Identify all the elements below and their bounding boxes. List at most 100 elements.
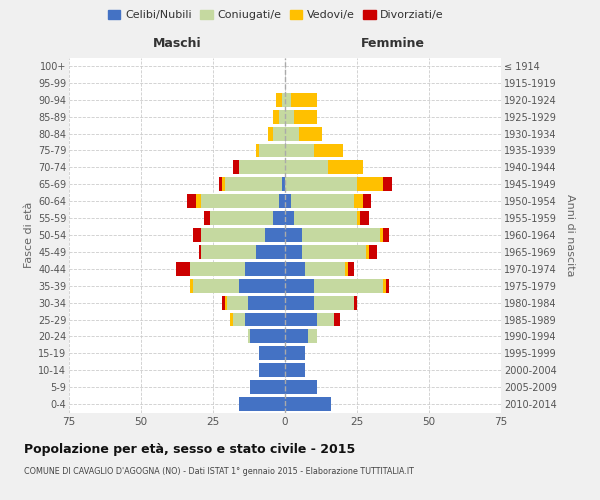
Bar xyxy=(224,178,282,191)
Bar xyxy=(196,194,202,208)
Bar xyxy=(285,330,308,344)
Text: COMUNE DI CAVAGLIO D'AGOGNA (NO) - Dati ISTAT 1° gennaio 2015 - Elaborazione TUT: COMUNE DI CAVAGLIO D'AGOGNA (NO) - Dati … xyxy=(24,468,414,476)
Bar xyxy=(274,211,285,225)
Bar xyxy=(199,245,202,259)
Bar xyxy=(368,245,377,259)
Bar xyxy=(365,245,368,259)
Bar xyxy=(285,312,317,326)
Bar xyxy=(285,110,293,124)
Bar xyxy=(176,262,190,276)
Bar xyxy=(268,126,274,140)
Bar xyxy=(291,194,354,208)
Bar xyxy=(302,228,380,242)
Bar xyxy=(205,211,210,225)
Bar xyxy=(193,228,202,242)
Bar xyxy=(259,346,285,360)
Bar xyxy=(285,279,314,292)
Bar xyxy=(285,296,314,310)
Bar xyxy=(187,194,196,208)
Bar xyxy=(383,279,386,292)
Bar xyxy=(250,330,285,344)
Bar xyxy=(285,397,331,411)
Bar xyxy=(363,194,371,208)
Bar xyxy=(285,178,357,191)
Bar xyxy=(245,262,285,276)
Bar xyxy=(256,144,259,158)
Bar xyxy=(314,296,354,310)
Bar xyxy=(256,245,285,259)
Bar xyxy=(291,93,317,106)
Bar xyxy=(239,397,285,411)
Bar xyxy=(285,228,302,242)
Bar xyxy=(305,262,346,276)
Bar xyxy=(314,144,343,158)
Bar xyxy=(285,346,305,360)
Bar xyxy=(274,110,279,124)
Bar xyxy=(219,178,221,191)
Bar xyxy=(349,262,354,276)
Bar xyxy=(248,296,285,310)
Bar xyxy=(346,262,349,276)
Y-axis label: Fasce di età: Fasce di età xyxy=(23,202,34,268)
Bar xyxy=(293,211,357,225)
Legend: Celibi/Nubili, Coniugati/e, Vedovi/e, Divorziati/e: Celibi/Nubili, Coniugati/e, Vedovi/e, Di… xyxy=(104,6,448,25)
Bar xyxy=(299,126,322,140)
Bar xyxy=(221,296,224,310)
Bar xyxy=(354,194,363,208)
Bar xyxy=(202,245,256,259)
Bar xyxy=(239,160,285,174)
Bar xyxy=(190,279,193,292)
Text: Popolazione per età, sesso e stato civile - 2015: Popolazione per età, sesso e stato civil… xyxy=(24,442,355,456)
Text: Maschi: Maschi xyxy=(152,38,202,51)
Bar xyxy=(230,312,233,326)
Bar xyxy=(202,194,279,208)
Bar xyxy=(314,279,383,292)
Bar xyxy=(245,312,285,326)
Bar xyxy=(248,330,250,344)
Text: Femmine: Femmine xyxy=(361,38,425,51)
Bar xyxy=(282,178,285,191)
Bar xyxy=(233,312,245,326)
Bar xyxy=(285,160,328,174)
Bar xyxy=(380,228,383,242)
Bar xyxy=(285,262,305,276)
Bar xyxy=(210,211,274,225)
Bar xyxy=(334,312,340,326)
Bar xyxy=(233,160,239,174)
Bar xyxy=(302,245,365,259)
Bar xyxy=(274,126,285,140)
Bar xyxy=(259,144,285,158)
Bar xyxy=(221,178,224,191)
Y-axis label: Anni di nascita: Anni di nascita xyxy=(565,194,575,276)
Bar xyxy=(224,296,227,310)
Bar xyxy=(277,93,282,106)
Bar xyxy=(227,296,248,310)
Bar xyxy=(308,330,317,344)
Bar xyxy=(239,279,285,292)
Bar xyxy=(250,380,285,394)
Bar xyxy=(360,211,368,225)
Bar xyxy=(190,262,245,276)
Bar xyxy=(293,110,317,124)
Bar xyxy=(357,211,360,225)
Bar xyxy=(285,144,314,158)
Bar xyxy=(285,126,299,140)
Bar xyxy=(259,364,285,377)
Bar xyxy=(354,296,357,310)
Bar xyxy=(193,279,239,292)
Bar xyxy=(386,279,389,292)
Bar xyxy=(357,178,383,191)
Bar xyxy=(285,364,305,377)
Bar xyxy=(282,93,285,106)
Bar xyxy=(285,93,291,106)
Bar xyxy=(285,211,293,225)
Bar xyxy=(265,228,285,242)
Bar xyxy=(383,228,389,242)
Bar xyxy=(285,194,291,208)
Bar xyxy=(279,194,285,208)
Bar xyxy=(383,178,392,191)
Bar xyxy=(317,312,334,326)
Bar xyxy=(202,228,265,242)
Bar xyxy=(285,245,302,259)
Bar xyxy=(328,160,363,174)
